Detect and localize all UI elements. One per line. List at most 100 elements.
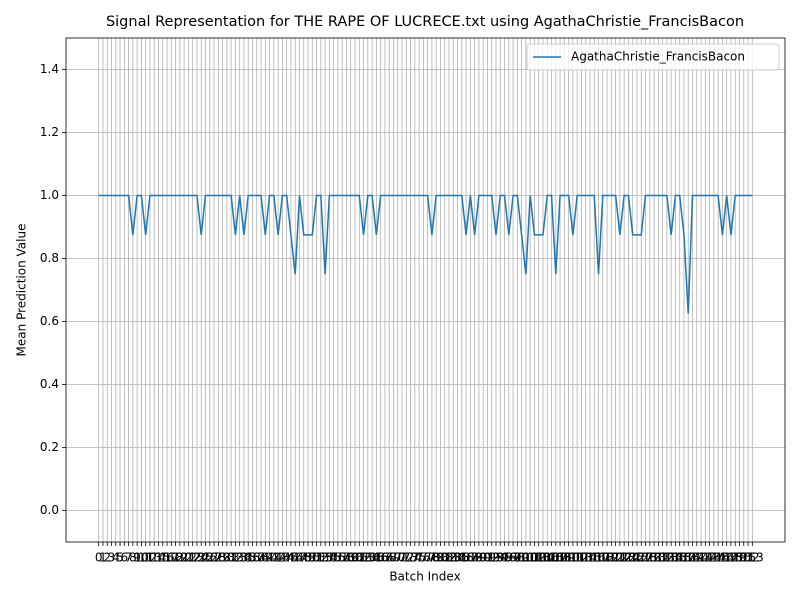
x-tick-label: 79 bbox=[429, 551, 444, 565]
x-tick-label: 77 bbox=[420, 551, 435, 565]
x-tick-label: 82 bbox=[441, 551, 456, 565]
x-tick-label: 35 bbox=[241, 551, 256, 565]
x-tick-label: 126 bbox=[626, 551, 649, 565]
x-tick-label: 71 bbox=[394, 551, 409, 565]
y-tick-label: 1.4 bbox=[40, 62, 59, 76]
x-tick-label: 64 bbox=[364, 551, 379, 565]
x-tick-label: 110 bbox=[557, 551, 580, 565]
x-tick-label: 108 bbox=[549, 551, 572, 565]
x-tick-label: 89 bbox=[471, 551, 486, 565]
x-tick-label: 81 bbox=[437, 551, 452, 565]
x-tick-label: 70 bbox=[390, 551, 405, 565]
x-tick-label: 44 bbox=[279, 551, 294, 565]
x-tick-label: 141 bbox=[690, 551, 713, 565]
x-tick-label: 114 bbox=[574, 551, 597, 565]
x-tick-label: 8 bbox=[129, 551, 137, 565]
x-tick-label: 31 bbox=[223, 551, 238, 565]
x-tick-label: 24 bbox=[194, 551, 209, 565]
x-tick-label: 57 bbox=[335, 551, 350, 565]
x-tick-label: 99 bbox=[514, 551, 529, 565]
x-tick-label: 127 bbox=[630, 551, 653, 565]
x-tick-label: 38 bbox=[253, 551, 268, 565]
x-tick-label: 113 bbox=[570, 551, 593, 565]
x-tick-label: 42 bbox=[270, 551, 285, 565]
x-tick-label: 69 bbox=[386, 551, 401, 565]
x-tick-label: 149 bbox=[724, 551, 747, 565]
x-tick-label: 118 bbox=[591, 551, 614, 565]
x-tick-label: 39 bbox=[258, 551, 273, 565]
x-tick-label: 54 bbox=[322, 551, 337, 565]
x-tick-label: 85 bbox=[454, 551, 469, 565]
x-tick-label: 53 bbox=[317, 551, 332, 565]
x-tick-label: 97 bbox=[505, 551, 520, 565]
x-tick-label: 95 bbox=[497, 551, 512, 565]
x-tick-label: 46 bbox=[288, 551, 303, 565]
y-tick-label: 1.2 bbox=[40, 125, 59, 139]
x-tick-label: 10 bbox=[134, 551, 149, 565]
x-tick-label: 148 bbox=[720, 551, 743, 565]
x-tick-label: 18 bbox=[168, 551, 183, 565]
legend-box bbox=[526, 43, 780, 71]
x-tick-label: 68 bbox=[382, 551, 397, 565]
x-tick-label: 124 bbox=[617, 551, 640, 565]
x-tick-label: 14 bbox=[151, 551, 166, 565]
y-tick-label: 0.6 bbox=[40, 314, 59, 328]
x-tick-label: 88 bbox=[467, 551, 482, 565]
x-tick-label: 72 bbox=[399, 551, 414, 565]
x-tick-label: 43 bbox=[275, 551, 290, 565]
x-tick-label: 3 bbox=[108, 551, 116, 565]
x-tick-label: 23 bbox=[189, 551, 204, 565]
x-tick-label: 6 bbox=[120, 551, 128, 565]
x-tick-label: 122 bbox=[608, 551, 631, 565]
x-tick-label: 78 bbox=[424, 551, 439, 565]
x-tick-label: 129 bbox=[638, 551, 661, 565]
x-tick-label: 73 bbox=[403, 551, 418, 565]
x-tick-label: 62 bbox=[356, 551, 371, 565]
x-tick-label: 52 bbox=[313, 551, 328, 565]
x-tick-label: 139 bbox=[681, 551, 704, 565]
legend-label: AgathaChristie_FrancisBacon bbox=[571, 50, 745, 64]
x-tick-label: 76 bbox=[416, 551, 431, 565]
x-tick-label: 33 bbox=[232, 551, 247, 565]
x-tick-label: 120 bbox=[600, 551, 623, 565]
x-tick-label: 60 bbox=[347, 551, 362, 565]
x-tick-label: 37 bbox=[249, 551, 264, 565]
x-tick-label: 25 bbox=[198, 551, 213, 565]
x-tick-label: 1 bbox=[99, 551, 107, 565]
x-tick-label: 143 bbox=[698, 551, 721, 565]
x-tick-label: 48 bbox=[296, 551, 311, 565]
x-tick-label: 19 bbox=[172, 551, 187, 565]
chart-title: Signal Representation for THE RAPE OF LU… bbox=[106, 14, 744, 30]
x-tick-label: 123 bbox=[613, 551, 636, 565]
x-tick-label: 36 bbox=[245, 551, 260, 565]
x-tick-label: 75 bbox=[411, 551, 426, 565]
x-tick-label: 15 bbox=[155, 551, 170, 565]
x-tick-label: 90 bbox=[476, 551, 491, 565]
x-tick-label: 128 bbox=[634, 551, 657, 565]
x-tick-label: 134 bbox=[660, 551, 683, 565]
x-tick-label: 32 bbox=[228, 551, 243, 565]
x-tick-label: 93 bbox=[488, 551, 503, 565]
x-tick-label: 65 bbox=[369, 551, 384, 565]
x-tick-label: 30 bbox=[219, 551, 234, 565]
x-tick-label: 22 bbox=[185, 551, 200, 565]
x-tick-label: 133 bbox=[655, 551, 678, 565]
y-tick-label: 0.2 bbox=[40, 440, 59, 454]
x-tick-label: 16 bbox=[159, 551, 174, 565]
x-tick-label: 145 bbox=[707, 551, 730, 565]
x-tick-label: 137 bbox=[673, 551, 696, 565]
plot-frame bbox=[65, 37, 786, 543]
y-axis-label: Mean Prediction Value bbox=[15, 224, 29, 357]
x-tick-label: 7 bbox=[125, 551, 133, 565]
x-tick-label: 131 bbox=[647, 551, 670, 565]
x-tick-label: 102 bbox=[523, 551, 546, 565]
x-tick-label: 49 bbox=[300, 551, 315, 565]
x-tick-label: 125 bbox=[621, 551, 644, 565]
x-tick-label: 153 bbox=[741, 551, 764, 565]
y-tick-label: 0.0 bbox=[40, 503, 59, 517]
x-axis-label: Batch Index bbox=[389, 570, 460, 584]
x-tick-label: 63 bbox=[360, 551, 375, 565]
x-tick-label: 151 bbox=[732, 551, 755, 565]
x-tick-label: 91 bbox=[480, 551, 495, 565]
x-tick-label: 92 bbox=[484, 551, 499, 565]
